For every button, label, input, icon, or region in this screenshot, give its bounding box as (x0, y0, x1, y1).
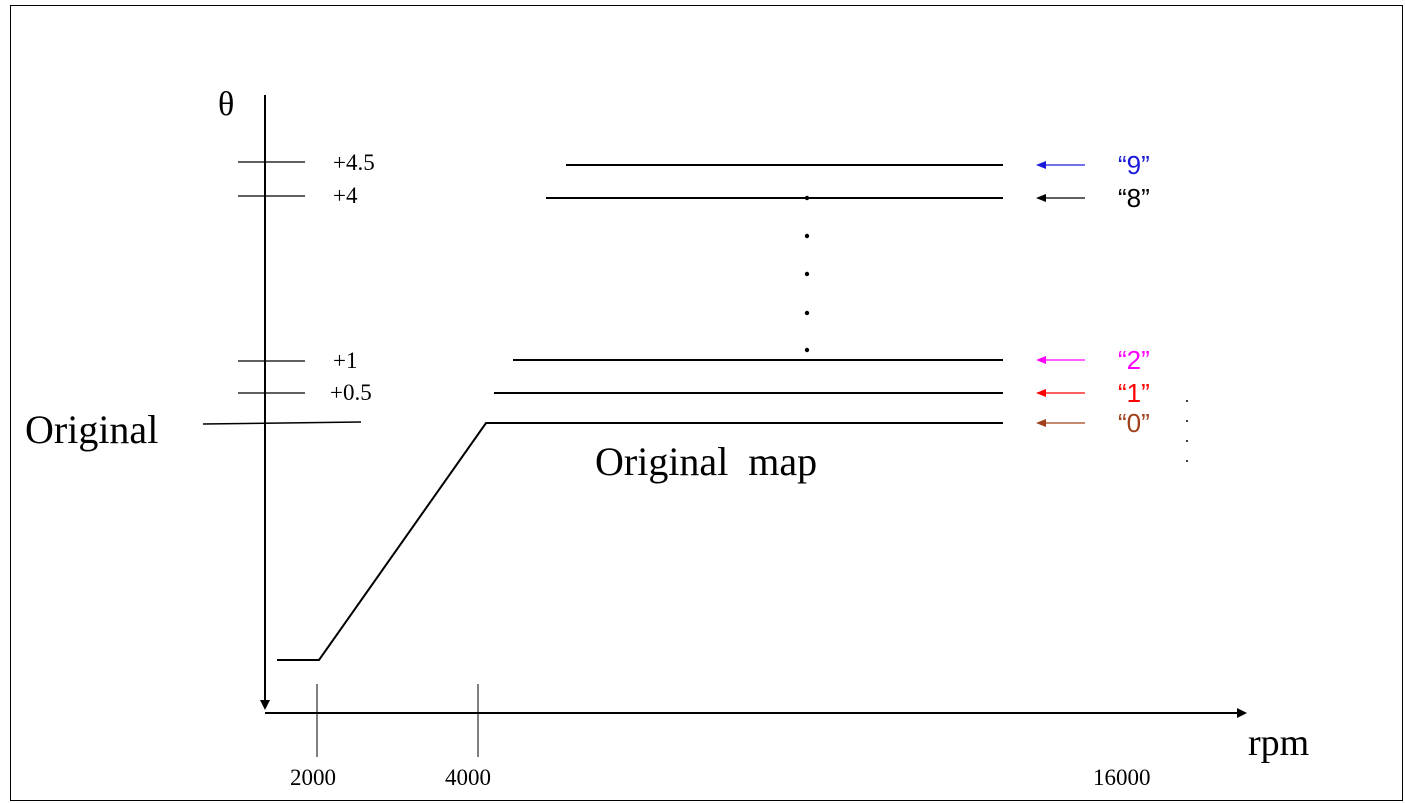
map-label-0: “0” (1118, 408, 1150, 438)
original-map-label: Original map (595, 439, 817, 484)
x-tick-label-2000: 2000 (290, 765, 336, 790)
map-label-8: “8” (1118, 183, 1150, 213)
y-tick-label-4-5: +4.5 (333, 150, 375, 175)
x-tick-label-4000: 4000 (445, 765, 491, 790)
side-ellipsis (1186, 400, 1188, 462)
map-arrowhead-0 (1036, 419, 1046, 427)
map-arrowhead-8 (1036, 194, 1046, 202)
map-label-2: “2” (1118, 345, 1150, 375)
map-arrowhead-2 (1036, 356, 1046, 364)
map-label-9: “9” (1118, 150, 1150, 180)
y-tick-label-1: +1 (333, 348, 357, 373)
x-axis-label: rpm (1248, 722, 1309, 764)
y-tick-label-0-5: +0.5 (330, 380, 372, 405)
y-axis-label: θ (218, 86, 234, 123)
x-tick-label-16000: 16000 (1093, 765, 1151, 790)
y-tick-label-4: +4 (333, 183, 358, 208)
diagram-frame (10, 5, 1403, 801)
map-arrowhead-1 (1036, 389, 1046, 397)
map-arrowhead-9 (1036, 161, 1046, 169)
vertical-ellipsis (804, 195, 810, 353)
map-label-1: “1” (1118, 378, 1150, 408)
original-map-curve (277, 422, 1003, 661)
original-leader-line (202, 421, 362, 425)
original-label: Original (25, 407, 158, 452)
